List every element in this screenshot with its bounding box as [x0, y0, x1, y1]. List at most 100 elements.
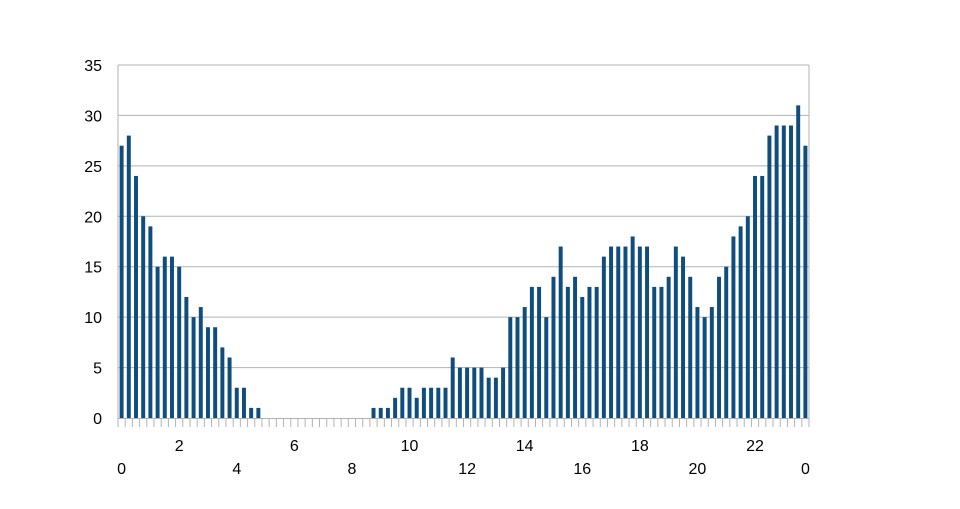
bar	[486, 377, 491, 418]
bar	[407, 387, 412, 418]
bar	[421, 387, 426, 418]
bar	[630, 236, 635, 418]
bar	[141, 216, 146, 418]
bar	[400, 387, 405, 418]
bar	[529, 286, 534, 418]
plot-area	[117, 65, 810, 418]
bar	[609, 246, 614, 418]
y-tick-label: 30	[84, 108, 102, 125]
bar	[493, 377, 498, 418]
bar	[673, 246, 678, 418]
bar	[443, 387, 448, 418]
bar	[522, 307, 527, 418]
y-tick-label: 25	[84, 159, 102, 176]
bar	[213, 327, 218, 418]
y-tick-label: 5	[93, 361, 102, 378]
bar	[753, 175, 757, 418]
bar	[774, 125, 779, 418]
bar	[465, 367, 470, 418]
bar	[645, 246, 650, 418]
x-tick-label: 2	[175, 438, 184, 455]
bar	[681, 256, 686, 418]
bar	[601, 256, 606, 418]
bar	[177, 266, 182, 418]
x-tick-label: 14	[516, 438, 534, 455]
bar	[162, 256, 167, 418]
bar	[695, 307, 700, 418]
bar	[587, 286, 592, 418]
bar	[429, 387, 434, 418]
x-tick-label: 8	[347, 461, 356, 478]
bar	[227, 357, 232, 418]
y-tick-label: 35	[84, 58, 102, 75]
bar	[450, 357, 455, 418]
x-tick-label: 20	[689, 461, 707, 478]
bar	[767, 135, 772, 418]
bar	[249, 407, 254, 418]
x-tick-label: 0	[801, 461, 810, 478]
bar	[241, 387, 246, 418]
bar	[781, 125, 786, 418]
bar	[760, 175, 765, 418]
x-tick-label: 0	[117, 461, 126, 478]
x-axis: 0 2 4 6 8 10 12 14 16 18 20 22 0	[117, 418, 810, 478]
bar	[198, 307, 203, 418]
bar	[508, 317, 513, 418]
bar	[234, 387, 239, 418]
bar	[436, 387, 441, 418]
y-tick-label: 20	[84, 209, 102, 226]
bar	[666, 276, 671, 418]
bar	[170, 256, 174, 418]
bar	[637, 246, 642, 418]
bar	[551, 276, 556, 418]
bar	[594, 286, 599, 418]
bar	[652, 286, 657, 418]
bar	[515, 317, 520, 418]
bar	[191, 317, 196, 418]
bar	[724, 266, 729, 418]
bar	[573, 276, 578, 418]
gridlines	[118, 64, 809, 369]
bar	[414, 397, 419, 418]
bar	[148, 226, 153, 418]
bar	[789, 125, 793, 418]
y-tick-label: 15	[84, 260, 102, 277]
bar	[616, 246, 621, 418]
bar	[544, 317, 549, 418]
bar	[119, 145, 124, 418]
bar	[472, 367, 477, 418]
x-tick-label: 12	[458, 461, 476, 478]
bar	[796, 105, 801, 418]
bar	[803, 145, 808, 418]
x-tick-label: 4	[232, 461, 241, 478]
x-tick-label: 10	[401, 438, 419, 455]
bar	[205, 327, 210, 418]
bar	[220, 347, 225, 418]
bar	[155, 266, 160, 418]
y-axis: 0 5 10 15 20 25 30 35	[84, 58, 102, 428]
bar	[371, 407, 376, 418]
x-tick-label: 6	[290, 438, 299, 455]
bar	[731, 236, 736, 418]
bar	[623, 246, 628, 418]
bar	[565, 286, 570, 418]
bar	[659, 286, 664, 418]
bar	[702, 317, 707, 418]
x-tick-label: 18	[631, 438, 649, 455]
bar	[558, 246, 563, 418]
bar	[688, 276, 693, 418]
bar	[709, 307, 714, 418]
bar	[457, 367, 462, 418]
bar	[184, 296, 189, 418]
bar	[134, 175, 138, 418]
bar	[385, 407, 390, 418]
bar	[745, 216, 750, 418]
x-tick-label: 22	[746, 438, 764, 455]
bar	[537, 286, 542, 418]
bars	[119, 105, 808, 418]
bar	[580, 296, 585, 418]
bar	[378, 407, 383, 418]
bar	[126, 135, 131, 418]
x-tick-label: 16	[573, 461, 591, 478]
